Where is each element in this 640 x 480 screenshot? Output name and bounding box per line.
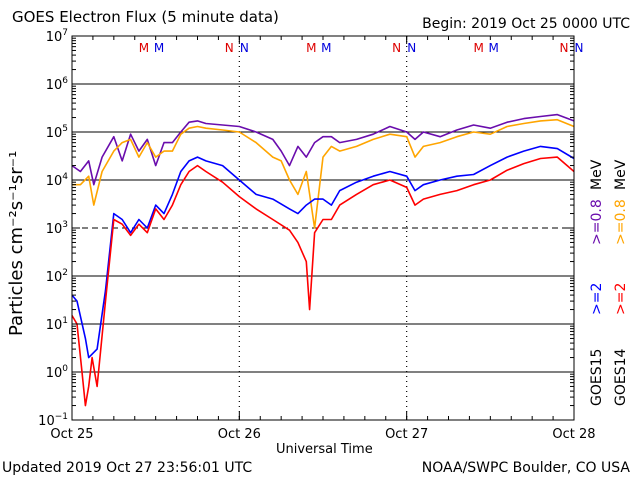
x-axis-label: Universal Time <box>276 442 373 457</box>
legend-goes15-2: >=2 <box>589 282 605 315</box>
y-tick-label: 100 <box>46 364 69 381</box>
legend-goes14-0p8: >=0.8 <box>613 199 629 245</box>
legend-unit: MeV <box>613 159 629 190</box>
mn-marker: N <box>559 41 568 55</box>
mn-marker: N <box>225 41 234 55</box>
x-tick-label: Oct 26 <box>218 427 261 442</box>
series-layer <box>71 113 575 407</box>
mn-marker: N <box>575 41 584 55</box>
legend-goes14-2: >=2 <box>613 282 629 315</box>
mn-marker: N <box>392 41 401 55</box>
grid-layer <box>72 36 574 420</box>
y-axis-label: Particles cm⁻²s⁻¹sr⁻¹ <box>6 150 27 336</box>
x-tick-label: Oct 25 <box>50 427 93 442</box>
y-tick-label: 107 <box>46 28 68 45</box>
begin-time: Begin: 2019 Oct 25 0000 UTC <box>422 16 630 32</box>
y-tick-label: 102 <box>46 268 68 285</box>
legend-goes15-0p8: >=0.8 <box>589 199 605 245</box>
mn-marker: M <box>473 41 483 55</box>
y-tick-label: 105 <box>46 124 68 141</box>
updated-timestamp: Updated 2019 Oct 27 23:56:01 UTC <box>2 460 253 476</box>
x-tick-label: Oct 28 <box>552 427 595 442</box>
y-tick-label: 101 <box>46 316 68 333</box>
series-line-1 <box>72 118 575 229</box>
mn-marker: M <box>154 41 164 55</box>
mn-marker: M <box>321 41 331 55</box>
y-tick-label: 103 <box>46 220 68 237</box>
y-tick-label: 106 <box>46 76 69 93</box>
mn-marker: M <box>489 41 499 55</box>
credit-text: NOAA/SWPC Boulder, CO USA <box>421 460 630 476</box>
y-tick-label: 104 <box>46 172 69 189</box>
legend-satellite-goes15: GOES15 <box>589 348 605 406</box>
legend-unit: MeV <box>589 159 605 190</box>
series-line-2 <box>71 145 575 359</box>
mn-marker: M <box>306 41 316 55</box>
series-line-0 <box>71 113 575 186</box>
mn-marker: N <box>240 41 249 55</box>
x-tick-label: Oct 27 <box>385 427 428 442</box>
mn-marker: M <box>139 41 149 55</box>
chart-title: GOES Electron Flux (5 minute data) <box>12 8 279 26</box>
legend-satellite-goes14: GOES14 <box>613 348 629 406</box>
mn-marker: N <box>407 41 416 55</box>
series-line-3 <box>71 156 575 407</box>
